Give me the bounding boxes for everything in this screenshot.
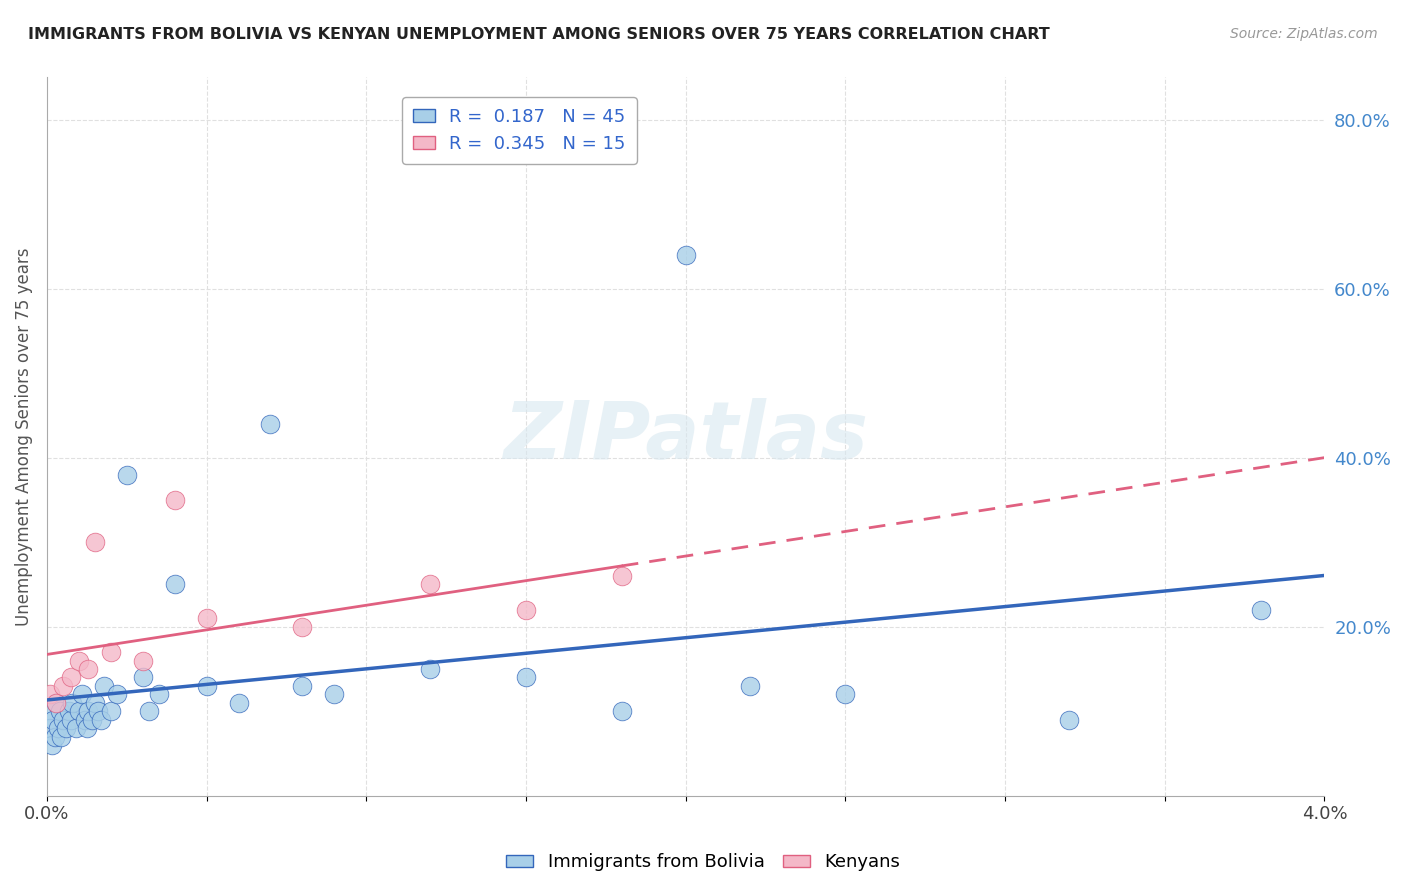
Point <box>515 603 537 617</box>
Point <box>80 713 103 727</box>
Point <box>45 696 67 710</box>
Point <box>67 654 90 668</box>
Point <box>1250 603 1272 617</box>
Point <box>100 645 122 659</box>
Point <box>70 687 93 701</box>
Point <box>419 577 441 591</box>
Point <box>62 696 84 710</box>
Point <box>323 687 346 701</box>
Point <box>37 704 59 718</box>
Point <box>259 417 281 431</box>
Point <box>75 713 97 727</box>
Point <box>77 662 100 676</box>
Text: Source: ZipAtlas.com: Source: ZipAtlas.com <box>1230 27 1378 41</box>
Point <box>67 704 90 718</box>
Point <box>163 577 186 591</box>
Point <box>100 704 122 718</box>
Point <box>45 696 67 710</box>
Point <box>83 696 105 710</box>
Point <box>93 679 115 693</box>
Point <box>65 721 87 735</box>
Point <box>291 620 314 634</box>
Point <box>195 679 218 693</box>
Point <box>87 704 110 718</box>
Point <box>115 467 138 482</box>
Point <box>46 721 69 735</box>
Text: ZIPatlas: ZIPatlas <box>503 398 868 475</box>
Point <box>610 704 633 718</box>
Point <box>58 704 80 718</box>
Point <box>610 569 633 583</box>
Point <box>59 670 82 684</box>
Text: IMMIGRANTS FROM BOLIVIA VS KENYAN UNEMPLOYMENT AMONG SENIORS OVER 75 YEARS CORRE: IMMIGRANTS FROM BOLIVIA VS KENYAN UNEMPL… <box>28 27 1050 42</box>
Point <box>51 730 73 744</box>
Point <box>163 493 186 508</box>
Point <box>48 704 70 718</box>
Point <box>1057 713 1080 727</box>
Point <box>83 535 105 549</box>
Point <box>291 679 314 693</box>
Point <box>138 704 160 718</box>
Point <box>76 721 98 735</box>
Point <box>515 670 537 684</box>
Point <box>148 687 170 701</box>
Legend: R =  0.187   N = 45, R =  0.345   N = 15: R = 0.187 N = 45, R = 0.345 N = 15 <box>402 97 637 164</box>
Point <box>228 696 250 710</box>
Point <box>39 721 62 735</box>
Point <box>39 687 62 701</box>
Point <box>90 713 112 727</box>
Point <box>131 670 153 684</box>
Point <box>55 721 77 735</box>
Point <box>195 611 218 625</box>
Point <box>77 704 100 718</box>
Point <box>738 679 761 693</box>
Point <box>41 738 63 752</box>
Point <box>834 687 856 701</box>
Point <box>52 679 75 693</box>
Point <box>675 248 697 262</box>
Point <box>105 687 128 701</box>
Point <box>131 654 153 668</box>
Point <box>44 730 66 744</box>
Point <box>59 713 82 727</box>
Point <box>419 662 441 676</box>
Point <box>42 713 65 727</box>
Y-axis label: Unemployment Among Seniors over 75 years: Unemployment Among Seniors over 75 years <box>15 247 32 626</box>
Legend: Immigrants from Bolivia, Kenyans: Immigrants from Bolivia, Kenyans <box>499 847 907 879</box>
Point <box>52 713 75 727</box>
